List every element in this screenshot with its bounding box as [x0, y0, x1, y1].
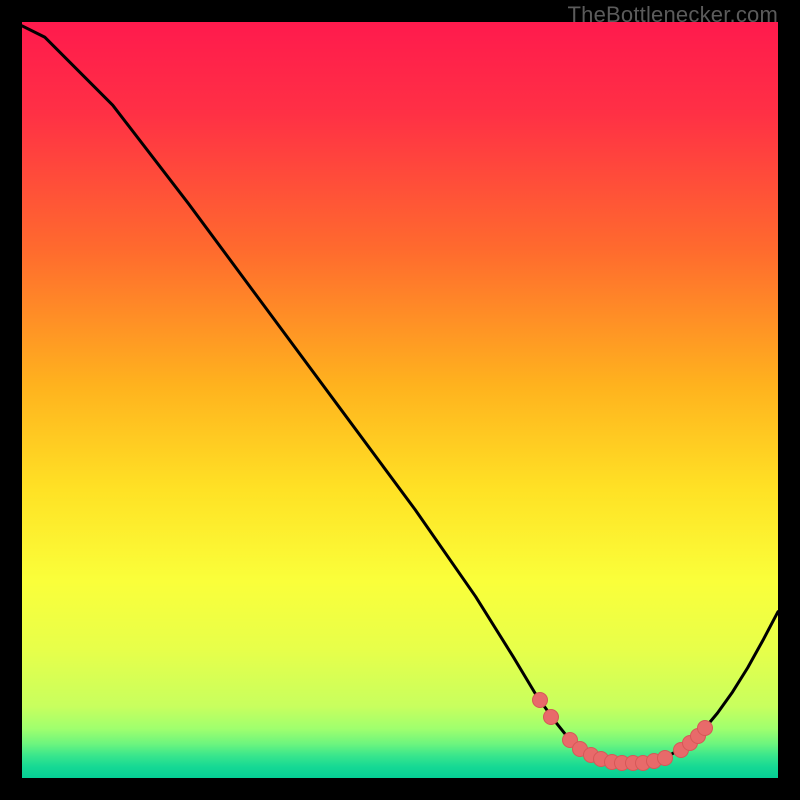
curve-marker	[657, 750, 673, 766]
frame-left	[0, 0, 22, 800]
plot-area	[22, 22, 778, 778]
curve-marker	[543, 709, 559, 725]
marker-layer	[22, 22, 778, 778]
frame-bottom	[0, 778, 800, 800]
curve-marker	[697, 720, 713, 736]
watermark-text: TheBottlenecker.com	[568, 2, 778, 28]
frame-right	[778, 0, 800, 800]
curve-marker	[532, 692, 548, 708]
